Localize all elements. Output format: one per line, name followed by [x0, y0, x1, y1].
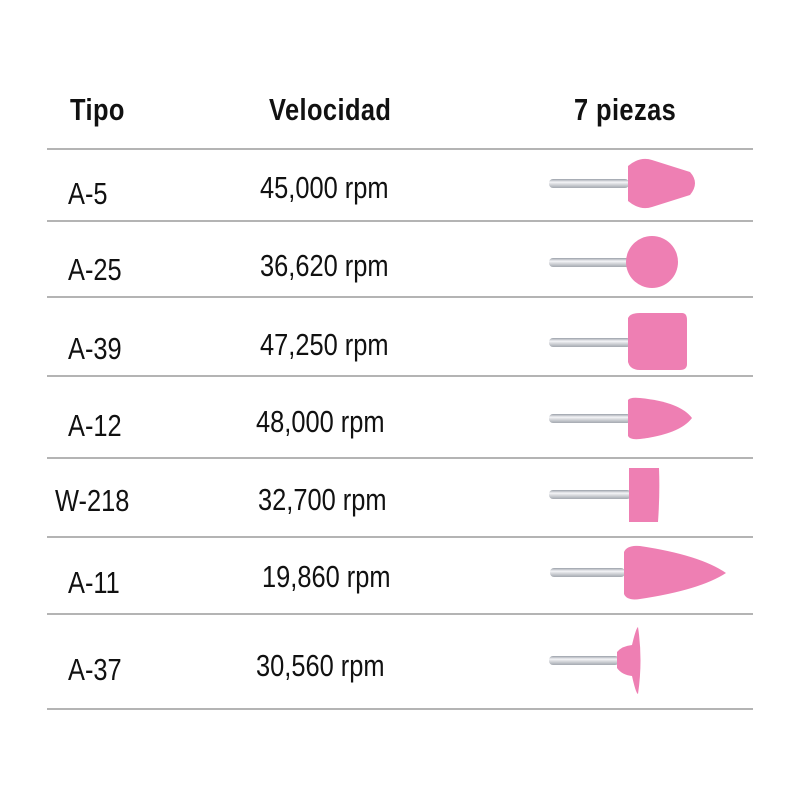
disc-stone-icon: [549, 627, 641, 694]
header-velocidad: Velocidad: [269, 92, 392, 127]
tipo-cell: A-37: [68, 652, 122, 687]
header-piezas: 7 piezas: [574, 92, 677, 127]
velocidad-cell: 36,620 rpm: [260, 248, 389, 283]
tipo-cell: A-12: [68, 408, 122, 443]
divider: [47, 375, 753, 377]
velocidad-cell: 19,860 rpm: [262, 559, 391, 594]
velocidad-cell: 47,250 rpm: [260, 327, 389, 362]
tipo-cell: A-25: [68, 252, 122, 287]
tipo-cell: A-5: [68, 176, 108, 211]
divider: [47, 536, 753, 538]
velocidad-cell: 32,700 rpm: [258, 482, 387, 517]
cylinder-stone-icon: [549, 313, 687, 370]
divider: [47, 613, 753, 615]
velocidad-cell: 48,000 rpm: [256, 404, 385, 439]
short-cylinder-stone-icon: [549, 468, 660, 522]
tipo-cell: A-11: [68, 565, 120, 600]
divider: [47, 148, 753, 150]
tipo-cell: A-39: [68, 331, 122, 366]
header-tipo: Tipo: [70, 92, 125, 127]
ball-stone-icon: [549, 236, 678, 288]
divider: [47, 708, 753, 710]
velocidad-cell: 45,000 rpm: [260, 170, 389, 205]
divider: [47, 220, 753, 222]
velocidad-cell: 30,560 rpm: [256, 648, 385, 683]
cone-stone-icon: [549, 158, 695, 209]
bullet-stone-icon: [549, 397, 692, 440]
long-cone-stone-icon: [550, 545, 726, 600]
tipo-cell: W-218: [55, 483, 130, 518]
divider: [47, 457, 753, 459]
divider: [47, 296, 753, 298]
